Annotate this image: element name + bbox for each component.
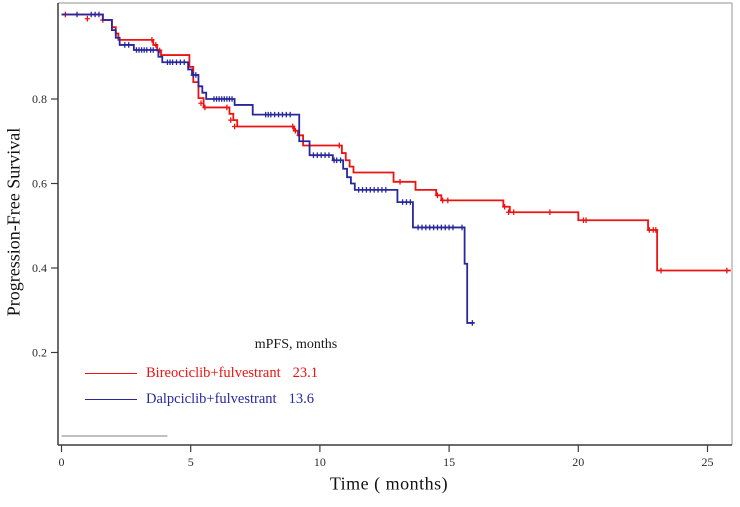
y-tick-label: 0.4 bbox=[32, 261, 47, 275]
survival-curve-bireociclib bbox=[61, 13, 731, 272]
survival-curve-dalpciclib bbox=[61, 13, 474, 324]
y-axis-title: Progression-Free Survival bbox=[3, 127, 24, 317]
y-tick-label: 0.8 bbox=[32, 92, 47, 106]
x-tick-label: 20 bbox=[572, 455, 584, 469]
y-tick-label: 0.6 bbox=[32, 177, 47, 191]
x-tick-label: 25 bbox=[702, 455, 714, 469]
x-tick-label: 5 bbox=[188, 455, 194, 469]
x-tick-label: 15 bbox=[443, 455, 455, 469]
x-axis-title: Time ( months) bbox=[329, 473, 449, 494]
censor-marks-bireociclib bbox=[62, 11, 730, 274]
x-tick-label: 10 bbox=[314, 455, 326, 469]
y-tick-label: 0.2 bbox=[32, 346, 47, 360]
x-tick-label: 0 bbox=[59, 455, 65, 469]
censor-marks-dalpciclib bbox=[74, 11, 475, 326]
